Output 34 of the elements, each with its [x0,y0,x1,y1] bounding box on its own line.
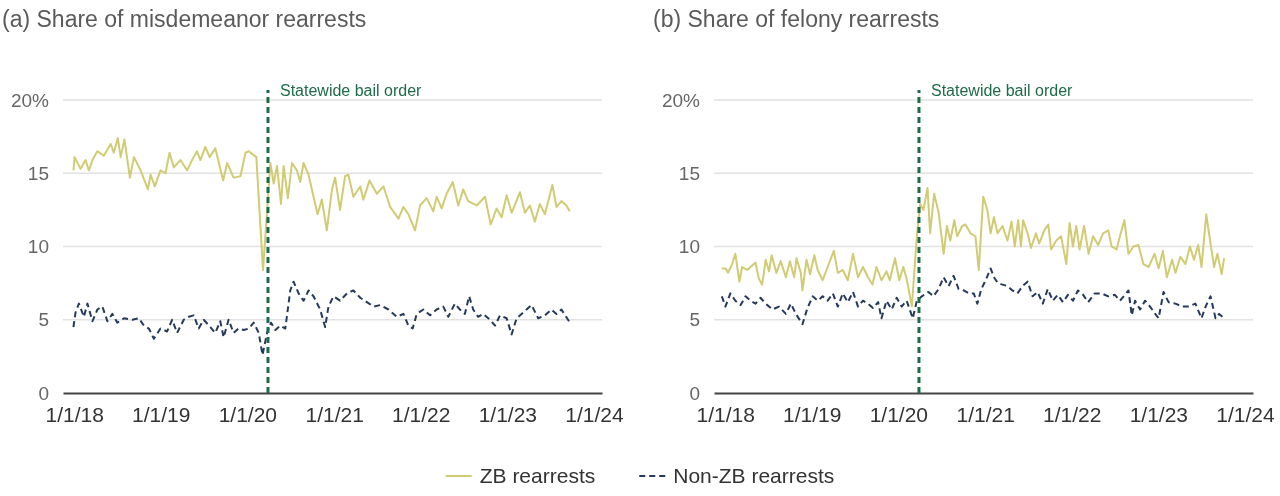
x-tick-label: 1/1/20 [869,402,929,426]
x-tick-label: 1/1/22 [1043,402,1102,426]
x-tick-label: 1/1/22 [392,402,451,426]
line-series [720,186,1226,308]
x-tick-label: 1/1/19 [132,402,191,426]
y-tick-label: 0 [689,382,700,404]
y-tick-label: 0 [38,382,49,404]
x-tick-label: 1/1/20 [218,402,278,426]
x-tick-label: 1/1/19 [783,402,842,426]
x-tick-label: 1/1/18 [696,402,755,426]
y-tick-label: 20% [10,89,50,111]
chart-title: (b) Share of felony rearrests [653,6,940,32]
y-tick-label: 5 [689,309,700,331]
x-tick-label: 1/1/21 [305,402,364,426]
x-tick-label: 1/1/24 [1216,402,1275,426]
ref-line-label: Statewide bail order [930,82,1074,99]
legend-label: ZB rearrests [479,464,596,487]
x-tick-label: 1/1/21 [956,402,1015,426]
y-tick-label: 10 [27,236,49,258]
x-tick-label: 1/1/23 [1129,402,1189,426]
y-tick-label: 15 [678,162,700,184]
y-tick-label: 20% [661,89,701,111]
line-series [72,280,571,356]
x-tick-label: 1/1/23 [478,402,538,426]
y-tick-label: 15 [27,162,49,184]
y-tick-label: 10 [678,236,700,258]
line-series [72,137,571,271]
legend-label: Non-ZB rearrests [673,464,835,487]
line-series [720,267,1224,326]
chart-title: (a) Share of misdemeanor rearrests [2,6,367,32]
ref-line-label: Statewide bail order [279,82,423,99]
x-tick-label: 1/1/24 [565,402,624,426]
y-tick-label: 5 [38,309,49,331]
x-tick-label: 1/1/18 [45,402,104,426]
